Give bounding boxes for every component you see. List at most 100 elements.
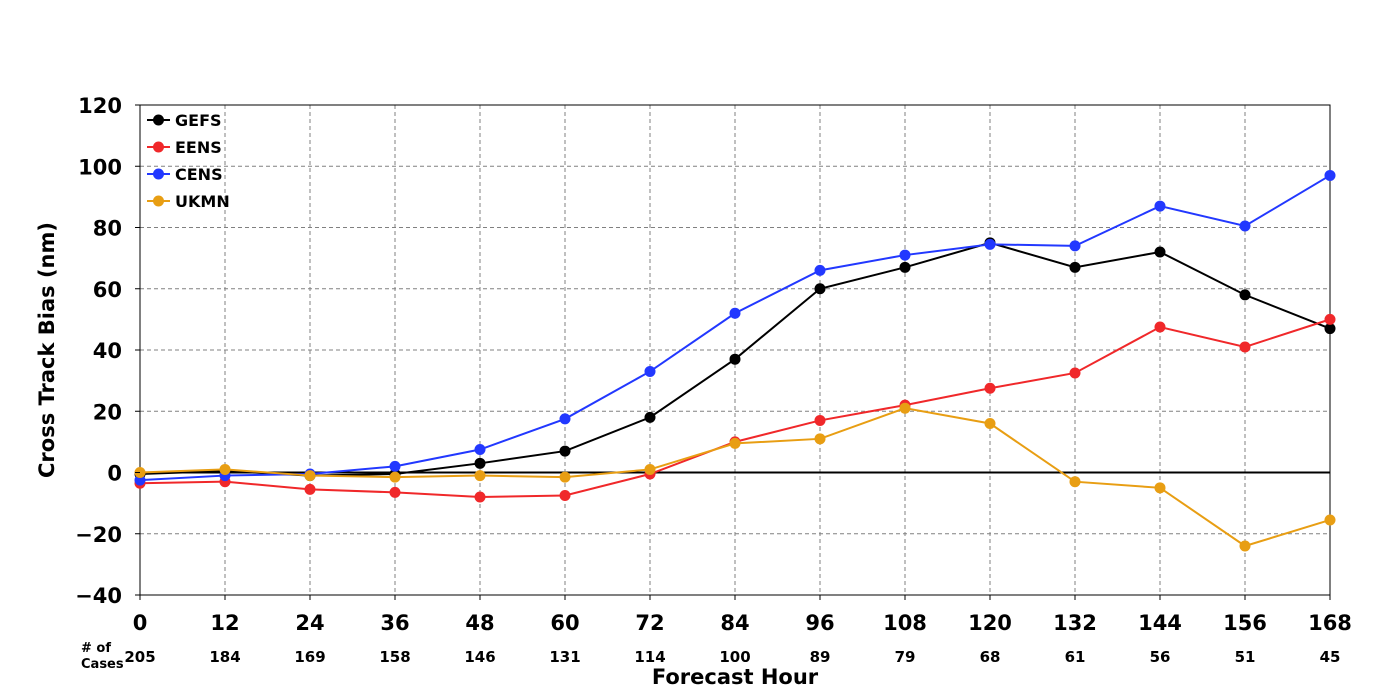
data-point-ukmn [474, 470, 486, 482]
x-tick-label: 36 [380, 611, 409, 635]
y-tick-label: 80 [93, 217, 122, 241]
data-point-cens [814, 264, 826, 276]
data-point-gefs [474, 457, 486, 469]
data-point-ukmn [1324, 514, 1336, 526]
data-point-cens [899, 249, 911, 261]
cases-count: 146 [464, 648, 495, 666]
x-tick-label: 60 [550, 611, 579, 635]
data-point-eens [559, 489, 571, 501]
data-point-cens [729, 307, 741, 319]
data-point-eens [1324, 313, 1336, 325]
data-point-gefs [1239, 289, 1251, 301]
data-point-gefs [1324, 323, 1336, 335]
cases-count: 158 [379, 648, 410, 666]
legend-entry-gefs: GEFS [147, 111, 222, 130]
y-tick-label: −40 [75, 584, 122, 608]
cases-count: 100 [719, 648, 750, 666]
cases-count: 79 [895, 648, 916, 666]
data-point-ukmn [729, 437, 741, 449]
y-tick-label: 60 [93, 278, 122, 302]
data-point-ukmn [814, 433, 826, 445]
x-tick-label: 132 [1053, 611, 1097, 635]
y-tick-label: 0 [107, 462, 122, 486]
data-point-cens [474, 444, 486, 456]
legend-entry-eens: EENS [147, 138, 222, 157]
legend-label: CENS [175, 165, 223, 184]
data-point-ukmn [1069, 476, 1081, 488]
data-point-ukmn [1154, 482, 1166, 494]
x-tick-label: 108 [883, 611, 927, 635]
data-point-ukmn [1239, 540, 1251, 552]
cases-count: 114 [634, 648, 665, 666]
cases-count: 184 [209, 648, 240, 666]
cases-count: 61 [1065, 648, 1086, 666]
x-tick-label: 24 [295, 611, 324, 635]
cases-count: 68 [980, 648, 1001, 666]
data-point-gefs [559, 445, 571, 457]
data-point-gefs [1069, 261, 1081, 273]
y-tick-label: 40 [93, 339, 122, 363]
x-tick-label: 120 [968, 611, 1012, 635]
data-point-ukmn [984, 418, 996, 429]
y-tick-label: −20 [75, 523, 122, 547]
data-point-eens [984, 382, 996, 394]
data-point-ukmn [644, 463, 656, 475]
series-layer [134, 169, 1336, 552]
x-tick-label: 48 [465, 611, 494, 635]
data-point-gefs [729, 353, 741, 365]
cases-count: 169 [294, 648, 325, 666]
data-point-ukmn [899, 402, 911, 414]
data-point-eens [1154, 321, 1166, 333]
data-point-cens [644, 365, 656, 377]
legend-label: UKMN [175, 192, 230, 211]
legend-entry-cens: CENS [147, 165, 223, 184]
data-point-eens [814, 414, 826, 426]
cases-header-line1: # of [81, 641, 111, 656]
x-tick-label: 156 [1223, 611, 1267, 635]
data-point-gefs [644, 411, 656, 423]
grid-lines [140, 105, 1330, 595]
data-point-eens [1239, 341, 1251, 353]
x-tick-label: 168 [1308, 611, 1352, 635]
data-point-eens [1069, 367, 1081, 379]
data-point-gefs [814, 283, 826, 295]
cases-count: 45 [1320, 648, 1341, 666]
series-ukmn [134, 402, 1336, 552]
data-point-ukmn [304, 470, 316, 482]
legend-marker [153, 168, 164, 180]
data-point-cens [984, 238, 996, 250]
data-point-cens [1324, 169, 1336, 181]
data-point-ukmn [389, 471, 401, 483]
x-tick-label: 72 [635, 611, 664, 635]
data-point-eens [474, 491, 486, 503]
legend-marker [153, 195, 164, 207]
data-point-cens [559, 413, 571, 425]
cases-count: 131 [549, 648, 580, 666]
legend-label: GEFS [175, 111, 222, 130]
data-point-cens [1239, 220, 1251, 232]
legend-marker [153, 141, 164, 153]
legend: GEFS EENS CENS UKMN [147, 111, 230, 211]
y-axis-title: Cross Track Bias (nm) [35, 222, 59, 478]
data-point-cens [1154, 200, 1166, 212]
cases-count: 205 [124, 648, 155, 666]
x-tick-label: 144 [1138, 611, 1182, 635]
cases-count: 89 [810, 648, 831, 666]
cases-row: 205 184 169 158 146 131 114 100 89 79 68 61 56 51 45 [124, 648, 1340, 666]
legend-label: EENS [175, 138, 222, 157]
y-tick-label: 100 [78, 155, 122, 179]
data-point-ukmn [219, 463, 231, 475]
data-point-eens [304, 483, 316, 495]
data-point-eens [389, 486, 401, 498]
y-tick-label: 120 [78, 94, 122, 118]
y-tick-labels: −40 −20 0 20 40 60 80 100 120 [75, 94, 140, 608]
data-point-ukmn [559, 471, 571, 483]
x-tick-label: 0 [133, 611, 148, 635]
data-point-cens [134, 474, 146, 486]
cases-count: 56 [1150, 648, 1171, 666]
x-tick-labels: 0 12 24 36 48 60 72 84 96 108 120 132 144 156 168 [133, 595, 1352, 635]
legend-entry-ukmn: UKMN [147, 192, 230, 211]
data-point-cens [389, 460, 401, 472]
x-tick-label: 96 [805, 611, 834, 635]
